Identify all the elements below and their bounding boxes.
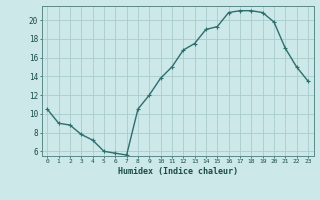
X-axis label: Humidex (Indice chaleur): Humidex (Indice chaleur) <box>118 167 237 176</box>
